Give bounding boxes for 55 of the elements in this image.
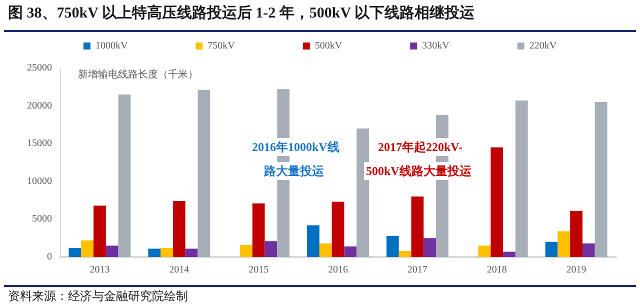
bar — [319, 243, 332, 257]
legend-label: 1000kV — [95, 40, 128, 52]
bar — [264, 241, 278, 257]
bar — [344, 246, 357, 257]
x-tick-label: 2016 — [328, 264, 348, 276]
bar — [240, 244, 252, 257]
bar — [252, 203, 265, 257]
bar — [68, 248, 82, 257]
x-tick-label: 2017 — [407, 264, 428, 276]
bar — [515, 100, 528, 257]
bar — [118, 94, 131, 257]
x-tick-label: 2018 — [486, 264, 507, 276]
annotation: 2016年1000kV线 — [252, 140, 340, 154]
y-axis-title: 新增输电线路长度（千米） — [78, 68, 198, 80]
bar — [307, 225, 320, 257]
bar — [94, 206, 106, 257]
bar — [185, 248, 198, 257]
y-tick-label: 10000 — [27, 176, 52, 187]
bar — [594, 102, 608, 257]
y-tick-label: 20000 — [27, 100, 52, 112]
legend-label: 750kV — [208, 40, 236, 52]
bar — [148, 248, 161, 257]
x-tick-label: 2013 — [90, 264, 110, 276]
bar — [172, 201, 186, 257]
bar — [332, 202, 344, 257]
legend-label: 220kV — [529, 40, 558, 52]
bar — [570, 210, 582, 257]
legend-label: 330kV — [422, 40, 450, 52]
bar — [411, 196, 424, 257]
bar — [160, 248, 173, 257]
bar — [424, 238, 436, 257]
annotation: 2017年起220kV- — [378, 140, 462, 154]
bar — [386, 236, 399, 257]
bar — [106, 246, 118, 257]
annotation: 500kV线路大量投运 — [366, 164, 472, 178]
bar — [545, 242, 558, 257]
x-tick-label: 2019 — [566, 264, 586, 276]
bar — [198, 90, 210, 257]
y-tick-label: 25000 — [27, 62, 52, 74]
bar — [558, 231, 570, 257]
bar — [490, 147, 504, 257]
x-tick-label: 2014 — [169, 264, 190, 276]
text: 资料来源：经济与金融研究院绘制 — [8, 289, 188, 303]
bar — [478, 246, 491, 257]
bar — [582, 243, 595, 257]
bar — [398, 250, 412, 257]
y-tick-label: 5000 — [32, 214, 52, 225]
legend-label: 500kV — [314, 40, 343, 52]
bar — [503, 252, 516, 257]
annotation: 路大量投运 — [263, 164, 325, 178]
y-tick-label: 15000 — [27, 138, 52, 150]
y-tick-label: 0 — [47, 252, 52, 262]
chart-title: 图 38、750kV 以上特高压线路投运后 1-2 年，500kV 以下线路相继投运 — [8, 4, 476, 22]
x-tick-label: 2015 — [248, 264, 269, 276]
bar — [81, 240, 94, 257]
